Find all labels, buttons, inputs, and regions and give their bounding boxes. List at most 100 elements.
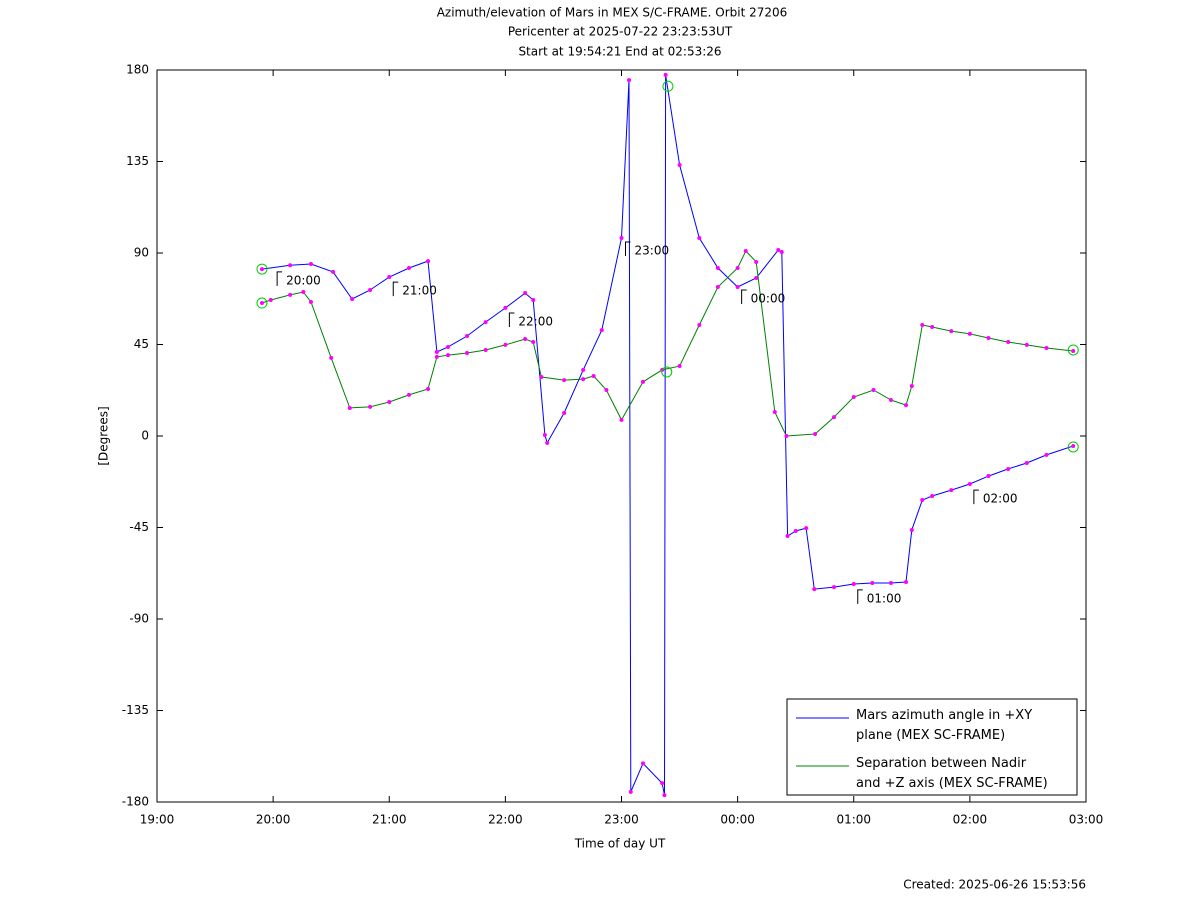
chart-subtitle: Start at 19:54:21 End at 02:53:26 <box>518 45 721 59</box>
annotation-marker <box>392 281 399 297</box>
data-point <box>545 440 550 445</box>
x-tick-label: 23:00 <box>604 813 639 827</box>
data-point <box>1006 466 1011 471</box>
data-point <box>735 284 740 289</box>
data-point <box>804 526 809 531</box>
highlight-point <box>662 80 674 92</box>
data-point <box>446 353 451 358</box>
data-point <box>539 375 544 380</box>
data-point <box>523 291 528 296</box>
data-point <box>785 534 790 539</box>
data-point <box>735 266 740 271</box>
data-point <box>619 417 624 422</box>
data-point <box>986 474 991 479</box>
data-point <box>619 235 624 240</box>
data-point <box>288 263 293 268</box>
footer: Created: 2025-06-26 15:53:56 <box>903 878 1086 892</box>
data-point <box>930 493 935 498</box>
data-point <box>640 379 645 384</box>
data-point <box>888 581 893 586</box>
data-point <box>640 761 645 766</box>
legend-entry: Mars azimuth angle in +XY plane (MEX SC-… <box>856 708 1033 743</box>
annotation-marker <box>276 271 283 286</box>
annotation-text: 22:00 <box>518 314 553 328</box>
data-point <box>434 354 439 359</box>
data-point <box>851 394 856 399</box>
data-point <box>754 259 759 264</box>
annotation-text: 21:00 <box>402 284 437 298</box>
annotation-marker <box>625 241 631 257</box>
data-point <box>628 789 633 794</box>
data-point <box>779 249 784 254</box>
x-axis-label: Time of day UT <box>574 837 666 851</box>
data-point <box>697 322 702 327</box>
data-point <box>465 333 470 338</box>
data-point <box>531 297 536 302</box>
x-tick-label: 03:00 <box>1069 813 1104 827</box>
data-point <box>1024 461 1029 466</box>
data-point <box>523 337 528 342</box>
data-point <box>503 342 508 347</box>
data-point <box>888 398 893 403</box>
data-point <box>812 587 817 592</box>
y-tick-label: -45 <box>129 520 149 534</box>
data-point <box>562 411 567 416</box>
legend-label: Separation between Nadir and +Z axis (ME… <box>856 756 1048 791</box>
data-point <box>259 267 264 272</box>
data-point <box>446 344 451 349</box>
data-point <box>920 322 925 327</box>
data-point <box>581 367 586 372</box>
plot-frame <box>156 69 1087 803</box>
annotation-marker <box>857 589 863 604</box>
y-axis-label: [Degrees] <box>97 406 111 465</box>
data-point <box>909 383 914 388</box>
y-tick-label: 90 <box>134 246 149 260</box>
series-line <box>261 74 1074 796</box>
highlight-point <box>256 297 268 309</box>
annotation-marker <box>973 489 979 505</box>
data-point <box>1071 349 1076 354</box>
data-point <box>1044 345 1049 350</box>
data-point <box>715 284 720 289</box>
data-point <box>531 340 536 345</box>
data-point <box>483 347 488 352</box>
data-point <box>871 388 876 393</box>
data-point <box>1024 342 1029 347</box>
data-point <box>599 328 604 333</box>
data-point <box>259 301 264 306</box>
data-point <box>434 350 439 355</box>
data-point <box>350 296 355 301</box>
y-tick-label: 0 <box>141 429 149 443</box>
x-tick-label: 19:00 <box>140 813 175 827</box>
series-line <box>261 250 1074 437</box>
data-point <box>1071 443 1076 448</box>
data-point <box>329 355 334 360</box>
data-point <box>967 481 972 486</box>
legend-label: Mars azimuth angle in +XY plane (MEX SC-… <box>856 708 1033 743</box>
data-point <box>870 581 875 586</box>
data-point <box>562 378 567 383</box>
y-tick-label: -180 <box>122 795 149 809</box>
data-point <box>581 377 586 382</box>
data-point <box>331 269 336 274</box>
data-point <box>426 387 431 392</box>
data-point <box>591 374 596 379</box>
annotation-text: 23:00 <box>635 244 670 258</box>
data-point <box>368 288 373 293</box>
highlight-point <box>256 263 268 275</box>
data-point <box>832 415 837 420</box>
annotation-text: 02:00 <box>983 492 1018 506</box>
data-point <box>1006 340 1011 345</box>
highlight-point <box>661 366 673 378</box>
chart-title: Azimuth/elevation of Mars in MEX S/C-FRA… <box>437 6 788 20</box>
data-point <box>347 405 352 410</box>
data-point <box>949 329 954 334</box>
x-tick-label: 20:00 <box>256 813 291 827</box>
data-point <box>301 290 306 295</box>
data-point <box>503 305 508 310</box>
x-tick-label: 22:00 <box>488 813 523 827</box>
data-point <box>406 266 411 271</box>
legend-box <box>786 698 1078 796</box>
data-point <box>967 331 972 336</box>
highlight-point <box>1067 441 1079 453</box>
